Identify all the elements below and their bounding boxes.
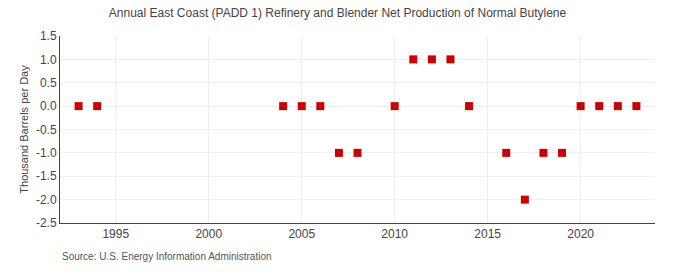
- svg-text:-1.5: -1.5: [36, 169, 57, 183]
- svg-text:0.5: 0.5: [40, 76, 57, 90]
- svg-text:2000: 2000: [195, 227, 222, 241]
- svg-text:Source: U.S. Energy Informatio: Source: U.S. Energy Information Administ…: [62, 251, 272, 262]
- svg-text:1.0: 1.0: [40, 53, 57, 67]
- svg-text:-2.0: -2.0: [36, 193, 57, 207]
- svg-text:2010: 2010: [381, 227, 408, 241]
- svg-text:-2.5: -2.5: [36, 216, 57, 230]
- svg-text:-1.0: -1.0: [36, 146, 57, 160]
- svg-text:2020: 2020: [567, 227, 594, 241]
- svg-text:2015: 2015: [474, 227, 501, 241]
- svg-text:Annual East Coast (PADD 1) Ref: Annual East Coast (PADD 1) Refinery and …: [109, 6, 567, 20]
- svg-text:1.5: 1.5: [40, 29, 57, 43]
- svg-text:-0.5: -0.5: [36, 123, 57, 137]
- svg-text:2005: 2005: [288, 227, 315, 241]
- svg-text:1995: 1995: [102, 227, 129, 241]
- svg-text:Thousand Barrels per Day: Thousand Barrels per Day: [18, 65, 30, 194]
- svg-text:0.0: 0.0: [40, 99, 57, 113]
